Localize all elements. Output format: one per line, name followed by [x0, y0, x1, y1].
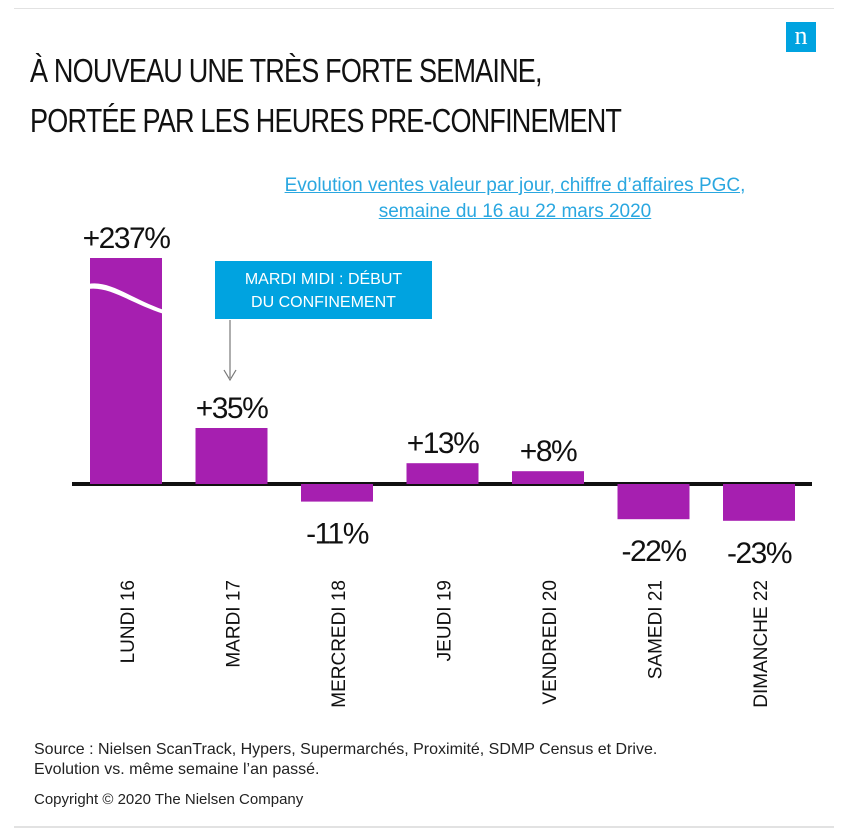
data-label-dimanche-22: -23% [727, 537, 792, 570]
bar-chart: +237% LUNDI 16 +35% MARDI 17 -11% MERCREDI 18… [72, 222, 812, 708]
bar-mardi-17 [195, 428, 268, 484]
data-label-samedi-21: -22% [621, 535, 686, 568]
copyright: Copyright © 2020 The Nielsen Company [34, 791, 304, 808]
nielsen-logo: n [786, 22, 816, 52]
chart-subtitle[interactable]: Evolution ventes valeur par jour, chiffr… [220, 173, 810, 225]
data-label-jeudi-19: +13% [407, 427, 479, 460]
title-line-1: À NOUVEAU UNE TRÈS FORTE SEMAINE, [30, 52, 543, 89]
bar-mercredi-18 [301, 484, 373, 502]
bar-dimanche-22 [723, 484, 795, 521]
category-label-mardi-17: MARDI 17 [224, 580, 245, 668]
category-label-vendredi-20: VENDREDI 20 [540, 580, 561, 705]
top-rule [14, 8, 834, 9]
source-note: Source : Nielsen ScanTrack, Hypers, Supe… [34, 740, 657, 780]
category-label-jeudi-19: JEUDI 19 [435, 580, 456, 661]
category-label-samedi-21: SAMEDI 21 [646, 580, 667, 679]
bar-jeudi-19 [406, 463, 479, 484]
subtitle-line-1: Evolution ventes valeur par jour, chiffr… [284, 175, 746, 196]
annotation-arrow-head [223, 369, 237, 382]
data-label-mercredi-18: -11% [306, 518, 369, 551]
bar-lundi-16 [90, 258, 162, 484]
subtitle-line-2: semaine du 16 au 22 mars 2020 [378, 201, 652, 222]
category-label-mercredi-18: MERCREDI 18 [329, 580, 350, 708]
data-label-vendredi-20: +8% [520, 435, 577, 468]
data-label-lundi-16: +237% [83, 222, 171, 255]
bar-vendredi-20 [512, 471, 584, 484]
comparison-note: Evolution vs. même semaine l’an passé. [34, 761, 320, 778]
title-line-2: PORTÉE PAR LES HEURES PRE-CONFINEMENT [30, 102, 622, 139]
source-line: Source : Nielsen ScanTrack, Hypers, Supe… [34, 741, 658, 758]
axis-break-mark [88, 283, 164, 314]
data-label-mardi-17: +35% [196, 392, 268, 425]
bottom-rule [14, 826, 834, 828]
annotation-text-line-1: MARDI MIDI : DÉBUT [245, 269, 403, 288]
page-title: À NOUVEAU UNE TRÈS FORTE SEMAINE, PORTÉE… [30, 46, 622, 146]
annotation-text-line-2: DU CONFINEMENT [251, 294, 396, 311]
category-label-lundi-16: LUNDI 16 [118, 580, 139, 663]
annotation-box [215, 261, 432, 319]
category-label-dimanche-22: DIMANCHE 22 [751, 580, 772, 708]
bar-samedi-21 [617, 484, 690, 520]
